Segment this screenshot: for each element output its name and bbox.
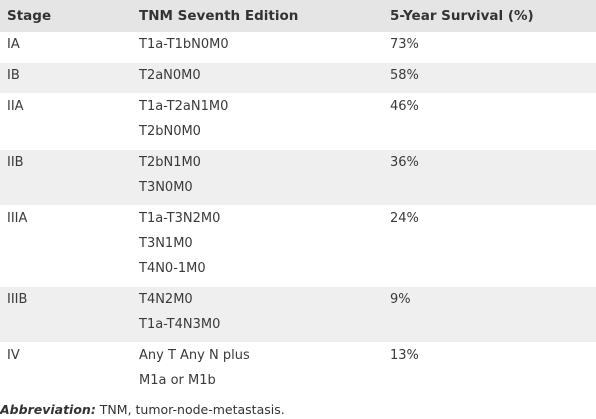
header-survival: 5-Year Survival (%) (378, 0, 596, 32)
survival-cell: 73% (378, 32, 596, 63)
header-row: Stage TNM Seventh Edition 5-Year Surviva… (0, 0, 596, 32)
footnote: Abbreviation: TNM, tumor-node-metastasis… (0, 402, 596, 417)
table-header: Stage TNM Seventh Edition 5-Year Surviva… (0, 0, 596, 32)
tnm-classification: T1a-T4N3M0 (139, 317, 221, 332)
table-body: IA T1a-T1bN0M0 73% IB T2aN0M0 58% IIA T1a-T2aN1… (0, 32, 596, 399)
stage-cell: IV (0, 342, 130, 399)
tnm-cell: T1a-T1bN0M0 (130, 32, 378, 63)
table-row: IIIB T4N2M0 T1a-T4N3M0 9% (0, 286, 596, 343)
tnm-classification: T2bN0M0 (139, 124, 201, 139)
stage-label: IIB (7, 155, 24, 170)
tnm-classification: T2aN0M0 (139, 68, 201, 83)
survival-cell: 13% (378, 342, 596, 399)
stage-cell: IB (0, 62, 130, 94)
survival-value: 9% (390, 292, 411, 307)
stage-label: IV (7, 348, 20, 363)
stage-label: IB (7, 68, 20, 83)
stage-cell: IIIB (0, 286, 130, 343)
tnm-classification: T1a-T3N2M0 (139, 211, 221, 226)
tnm-classification: T4N2M0 (139, 292, 193, 307)
survival-cell: 46% (378, 93, 596, 150)
stage-cell: IIIA (0, 205, 130, 287)
table-row: IIIA T1a-T3N2M0 T3N1M0 T4N0-1M0 24% (0, 205, 596, 287)
footnote-label: Abbreviation: (0, 402, 96, 417)
stage-label: IA (7, 37, 20, 52)
tnm-cell: T4N2M0 T1a-T4N3M0 (130, 286, 378, 343)
stage-label: IIIB (7, 292, 28, 307)
survival-value: 36% (390, 155, 419, 170)
tnm-cell: T2bN1M0 T3N0M0 (130, 149, 378, 206)
tnm-classification: T2bN1M0 (139, 155, 201, 170)
tnm-classification: T1a-T2aN1M0 (139, 99, 229, 114)
tnm-classification: Any T Any N plus (139, 348, 250, 363)
survival-value: 46% (390, 99, 419, 114)
survival-table: Stage TNM Seventh Edition 5-Year Surviva… (0, 0, 596, 399)
tnm-classification: T3N1M0 (139, 236, 193, 251)
stage-cell: IIA (0, 93, 130, 150)
tnm-classification: M1a or M1b (139, 373, 216, 388)
footnote-text: TNM, tumor-node-metastasis. (95, 402, 285, 417)
survival-cell: 36% (378, 149, 596, 206)
survival-value: 13% (390, 348, 419, 363)
tnm-classification: T4N0-1M0 (139, 261, 206, 276)
tnm-classification: T3N0M0 (139, 180, 193, 195)
header-tnm: TNM Seventh Edition (130, 0, 378, 32)
stage-label: IIIA (7, 211, 28, 226)
stage-cell: IIB (0, 149, 130, 206)
tnm-cell: T2aN0M0 (130, 62, 378, 94)
survival-value: 58% (390, 68, 419, 83)
header-stage: Stage (0, 0, 130, 32)
table-row: IIA T1a-T2aN1M0 T2bN0M0 46% (0, 93, 596, 150)
tnm-cell: Any T Any N plus M1a or M1b (130, 342, 378, 399)
survival-cell: 9% (378, 286, 596, 343)
table-row: IB T2aN0M0 58% (0, 62, 596, 94)
tnm-cell: T1a-T3N2M0 T3N1M0 T4N0-1M0 (130, 205, 378, 287)
table-row: IV Any T Any N plus M1a or M1b 13% (0, 342, 596, 399)
table-row: IA T1a-T1bN0M0 73% (0, 32, 596, 63)
tnm-classification: T1a-T1bN0M0 (139, 37, 229, 52)
survival-value: 24% (390, 211, 419, 226)
survival-cell: 58% (378, 62, 596, 94)
stage-label: IIA (7, 99, 24, 114)
table-row: IIB T2bN1M0 T3N0M0 36% (0, 149, 596, 206)
tnm-cell: T1a-T2aN1M0 T2bN0M0 (130, 93, 378, 150)
survival-value: 73% (390, 37, 419, 52)
stage-cell: IA (0, 32, 130, 63)
survival-cell: 24% (378, 205, 596, 287)
